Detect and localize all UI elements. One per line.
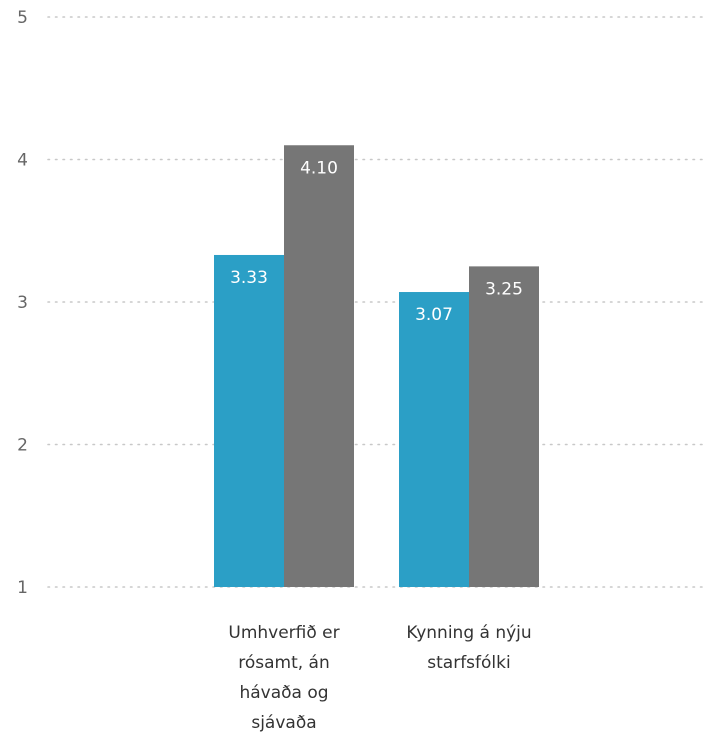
x-category-label-line: starfsfólki [427, 653, 510, 673]
x-category-label-line: Umhverfið er [228, 623, 339, 643]
y-tick-label: 4 [17, 151, 28, 171]
x-category-label-line: rósamt, án [238, 653, 330, 673]
bar-series1-cat2 [399, 292, 469, 587]
x-category-label: Kynning á nýju starfsfólki [406, 623, 531, 673]
data-label: 3.07 [415, 305, 453, 325]
x-category-label-line: sjávaða [251, 713, 316, 733]
data-label: 3.25 [485, 279, 523, 299]
x-category-label: Umhverfið er rósamt, án hávaða og sjávaða [228, 623, 339, 733]
y-tick-label: 2 [17, 436, 28, 456]
bar-series1-cat1 [214, 254, 284, 587]
x-category-label-line: hávaða og [239, 683, 328, 703]
y-tick-label: 1 [17, 578, 28, 598]
y-tick-label: 5 [17, 8, 28, 28]
y-tick-label: 3 [17, 293, 28, 313]
x-category-label-line: Kynning á nýju [406, 623, 531, 643]
data-label: 3.33 [230, 268, 268, 288]
data-label: 4.10 [300, 158, 338, 178]
bar-series2-cat1 [284, 145, 354, 587]
bar-series2-cat2 [469, 266, 539, 587]
